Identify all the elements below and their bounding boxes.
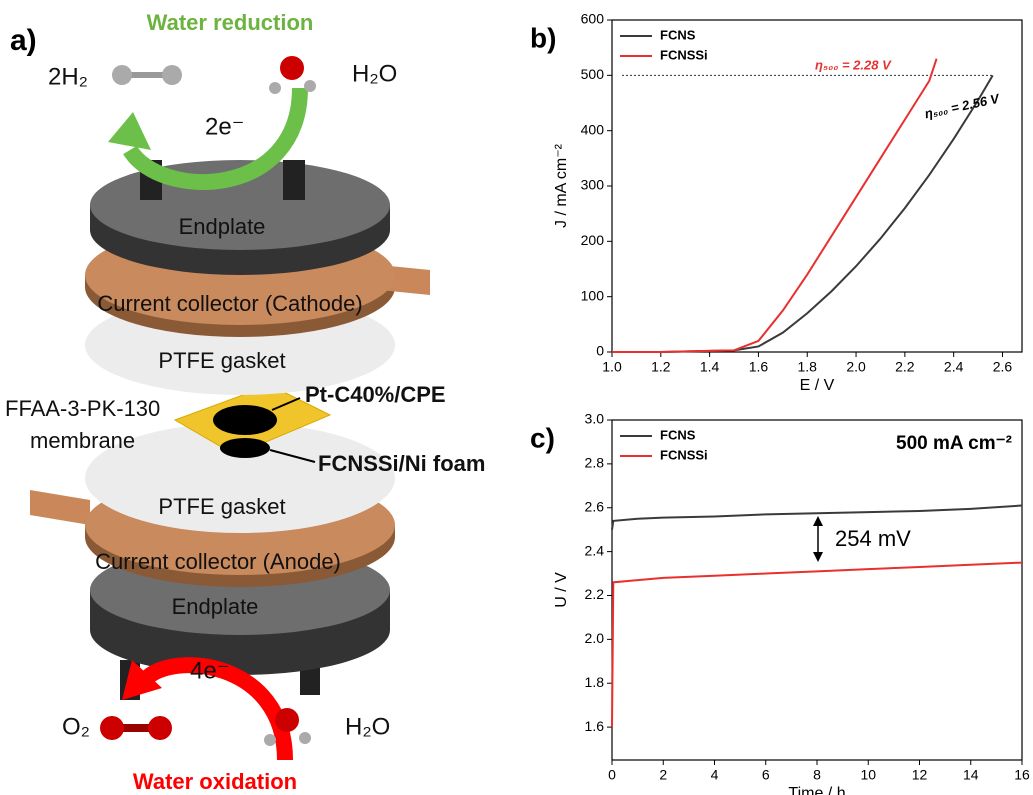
- x-tick-label: 2: [659, 767, 667, 783]
- membrane-label: membrane: [30, 428, 135, 453]
- x-tick-label: 14: [963, 767, 979, 783]
- legend-label: FCNS: [660, 427, 696, 442]
- x-axis-label: Time / h: [788, 785, 845, 795]
- x-tick-label: 2.0: [846, 359, 866, 375]
- y-tick-label: 500: [581, 66, 605, 82]
- y-tick-label: 0: [596, 343, 604, 359]
- collector-label: Current collector (Cathode): [97, 291, 362, 316]
- series-line: [612, 58, 938, 353]
- series-line: [611, 561, 1023, 728]
- annotation: 500 mA cm⁻²: [896, 433, 1012, 454]
- x-tick-label: 2.2: [895, 359, 915, 375]
- y-tick-label: 100: [581, 287, 605, 303]
- x-tick-label: 2.6: [993, 359, 1013, 375]
- y-tick-label: 200: [581, 232, 605, 248]
- cathode-layer: [213, 405, 277, 435]
- series-line: [611, 504, 1023, 530]
- atom: [162, 65, 182, 85]
- post: [283, 160, 305, 200]
- atom: [269, 82, 281, 94]
- pointer: [269, 449, 316, 463]
- legend-label: FCNSSi: [660, 447, 708, 462]
- y-tick-label: 1.8: [585, 674, 605, 690]
- arrow-head: [108, 112, 151, 150]
- x-tick-label: 1.8: [798, 359, 818, 375]
- plot-frame: [611, 419, 1023, 761]
- x-tick-label: 16: [1014, 767, 1030, 783]
- x-tick-label: 1.4: [700, 359, 720, 375]
- atom: [264, 734, 276, 746]
- collector-label: Current collector (Anode): [95, 549, 341, 574]
- annotation: η₅₀₀ = 2.28 V: [815, 57, 892, 72]
- y-axis-label: U / V: [553, 572, 570, 608]
- arrow-head: [813, 516, 823, 562]
- x-tick-label: 10: [860, 767, 876, 783]
- x-axis-label: E / V: [800, 377, 835, 394]
- arrow: [123, 87, 308, 190]
- annotation: η₅₀₀ = 2.56 V: [923, 91, 1001, 122]
- y-tick-label: 2.8: [585, 455, 605, 471]
- atom: [100, 716, 124, 740]
- atom: [280, 56, 304, 80]
- tab: [30, 490, 90, 525]
- gasket: [85, 423, 395, 533]
- y-tick-label: 400: [581, 121, 605, 137]
- panel-label: a): [10, 24, 37, 57]
- reactant: H₂O: [345, 713, 390, 740]
- x-tick-label: 0: [608, 767, 616, 783]
- y-tick-label: 2.0: [585, 630, 605, 646]
- reactant: H₂O: [352, 60, 397, 87]
- x-tick-label: 12: [912, 767, 928, 783]
- product: O₂: [62, 713, 90, 740]
- y-tick-label: 2.4: [585, 542, 605, 558]
- x-tick-label: 8: [813, 767, 821, 783]
- panel-label: c): [530, 422, 555, 453]
- y-tick-label: 3.0: [585, 411, 605, 427]
- x-tick-label: 1.0: [602, 359, 622, 375]
- y-tick-label: 300: [581, 177, 605, 193]
- gasket-label: PTFE gasket: [158, 494, 285, 519]
- x-tick-label: 2.4: [944, 359, 964, 375]
- endplate-label: Endplate: [179, 214, 266, 239]
- x-tick-label: 4: [711, 767, 719, 783]
- legend-label: FCNSSi: [660, 47, 708, 62]
- legend-label: FCNS: [660, 27, 696, 42]
- atom: [148, 716, 172, 740]
- panel-label: b): [530, 22, 556, 53]
- annotation: 254 mV: [835, 526, 911, 551]
- x-tick-label: 6: [762, 767, 770, 783]
- gasket-label: PTFE gasket: [158, 348, 285, 373]
- atom: [299, 732, 311, 744]
- layer-label: FCNSSi/Ni foam: [318, 451, 485, 476]
- top-title: Water reduction: [147, 10, 314, 35]
- electrons: 4e⁻: [190, 657, 229, 684]
- y-tick-label: 1.6: [585, 718, 605, 734]
- electrons: 2e⁻: [205, 113, 244, 140]
- pointer: [271, 397, 301, 411]
- membrane-label: FFAA-3-PK-130: [5, 396, 160, 421]
- bottom-title: Water oxidation: [133, 769, 297, 794]
- x-tick-label: 1.2: [651, 359, 671, 375]
- endplate-label: Endplate: [172, 594, 259, 619]
- y-tick-label: 2.6: [585, 498, 605, 514]
- x-tick-label: 1.6: [749, 359, 769, 375]
- y-axis-label: J / mA cm⁻²: [553, 143, 570, 228]
- y-tick-label: 600: [581, 11, 605, 27]
- diagram: a) Water reduction 2H₂ H₂O 2e⁻ Endplate …: [5, 10, 485, 794]
- layer-label: Pt-C40%/CPE: [305, 382, 446, 407]
- atom: [304, 80, 316, 92]
- arrow-head: [122, 660, 162, 700]
- atom: [112, 65, 132, 85]
- product: 2H₂: [48, 63, 88, 90]
- atom: [275, 708, 299, 732]
- anode-layer: [220, 438, 270, 458]
- y-tick-label: 2.2: [585, 586, 605, 602]
